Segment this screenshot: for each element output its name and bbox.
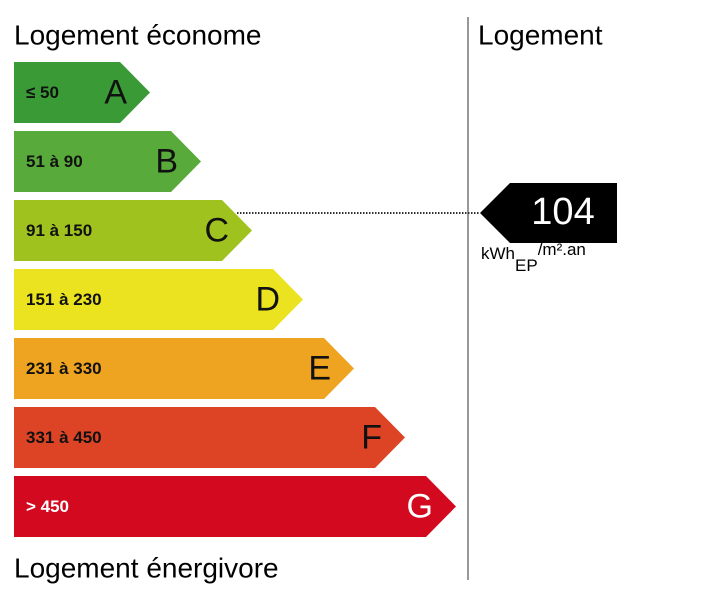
class-range: 151 à 230 (26, 290, 102, 309)
class-range: 231 à 330 (26, 359, 102, 378)
class-range: 91 à 150 (26, 221, 92, 240)
class-range: ≤ 50 (26, 83, 59, 102)
indicator-value: 104 (531, 191, 594, 233)
unit: kWhEP/m².an (481, 240, 586, 275)
unit-sup: /m².an (538, 240, 586, 259)
footer: Logement énergivore (14, 552, 279, 583)
class-letter: C (204, 211, 229, 249)
column-title: Logement (478, 19, 603, 50)
class-range: 331 à 450 (26, 428, 102, 447)
class-range: > 450 (26, 497, 69, 516)
class-range: 51 à 90 (26, 152, 83, 171)
class-bar (14, 338, 354, 399)
unit-sub: EP (515, 256, 538, 275)
class-bar (14, 476, 456, 537)
class-bar (14, 407, 405, 468)
class-letter: D (255, 280, 280, 318)
class-letter: E (308, 349, 331, 387)
unit-main: kWh (481, 244, 515, 263)
class-bar (14, 62, 150, 123)
class-letter: F (361, 418, 382, 456)
class-bar (14, 269, 303, 330)
title: Logement économe (14, 19, 262, 50)
class-letter: B (155, 142, 178, 180)
class-bar (14, 131, 201, 192)
indicator-arrow (480, 183, 617, 243)
class-letter: A (104, 73, 127, 111)
class-letter: G (407, 487, 433, 525)
class-bar (14, 200, 252, 261)
